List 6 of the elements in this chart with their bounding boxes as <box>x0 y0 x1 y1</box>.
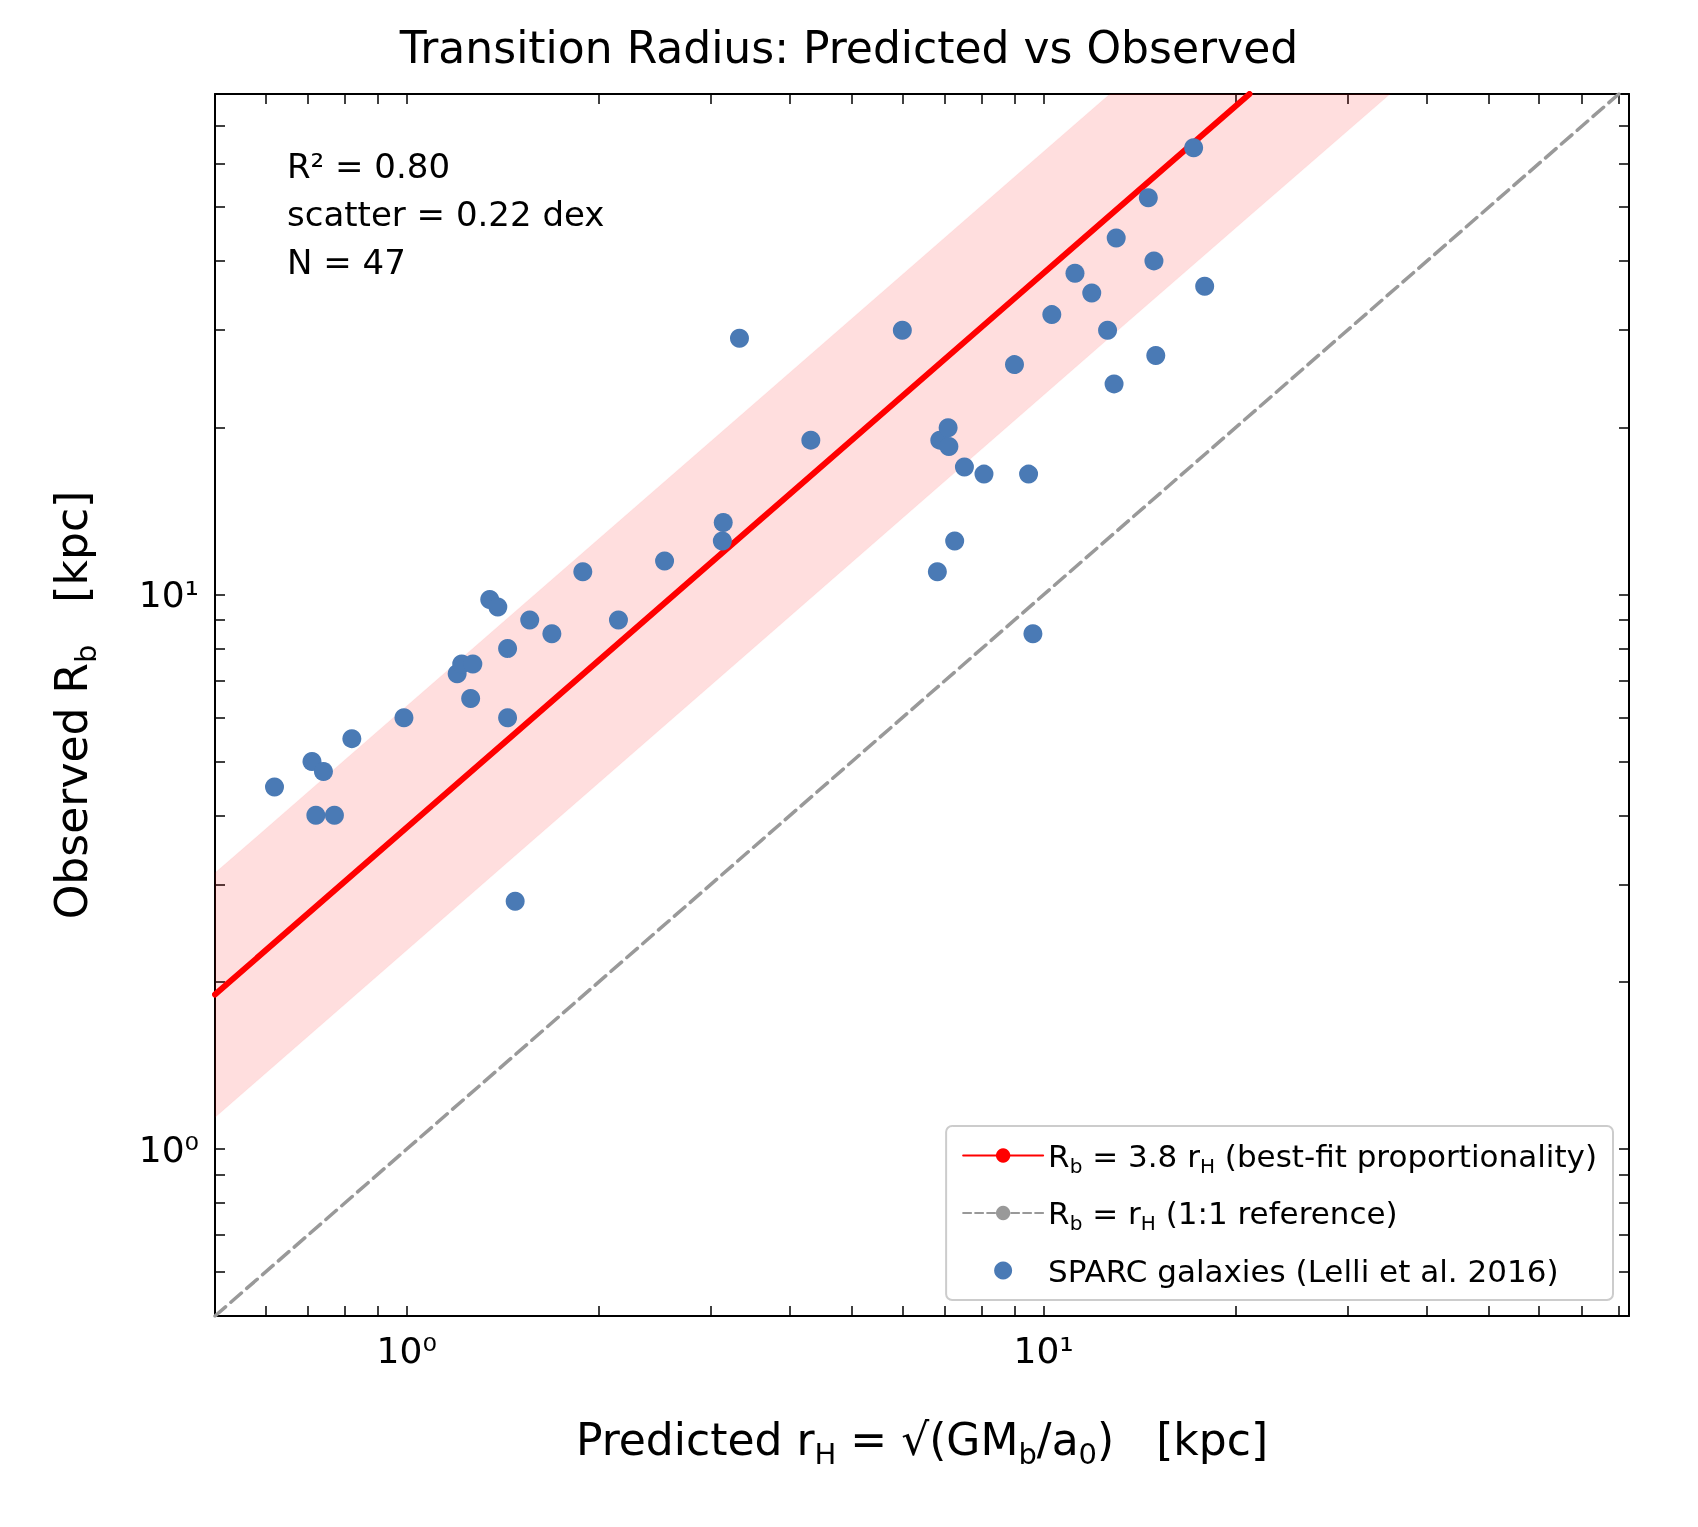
annotation: N = 47 <box>287 242 406 282</box>
annotation: scatter = 0.22 dex <box>287 194 605 234</box>
annotation: R² = 0.80 <box>287 146 451 186</box>
text: Observed Rb [kpc] <box>46 490 103 920</box>
legend-label: SPARC galaxies (Lelli et al. 2016) <box>1048 1252 1559 1289</box>
chart-title: Transition Radius: Predicted vs Observed <box>398 21 1299 73</box>
